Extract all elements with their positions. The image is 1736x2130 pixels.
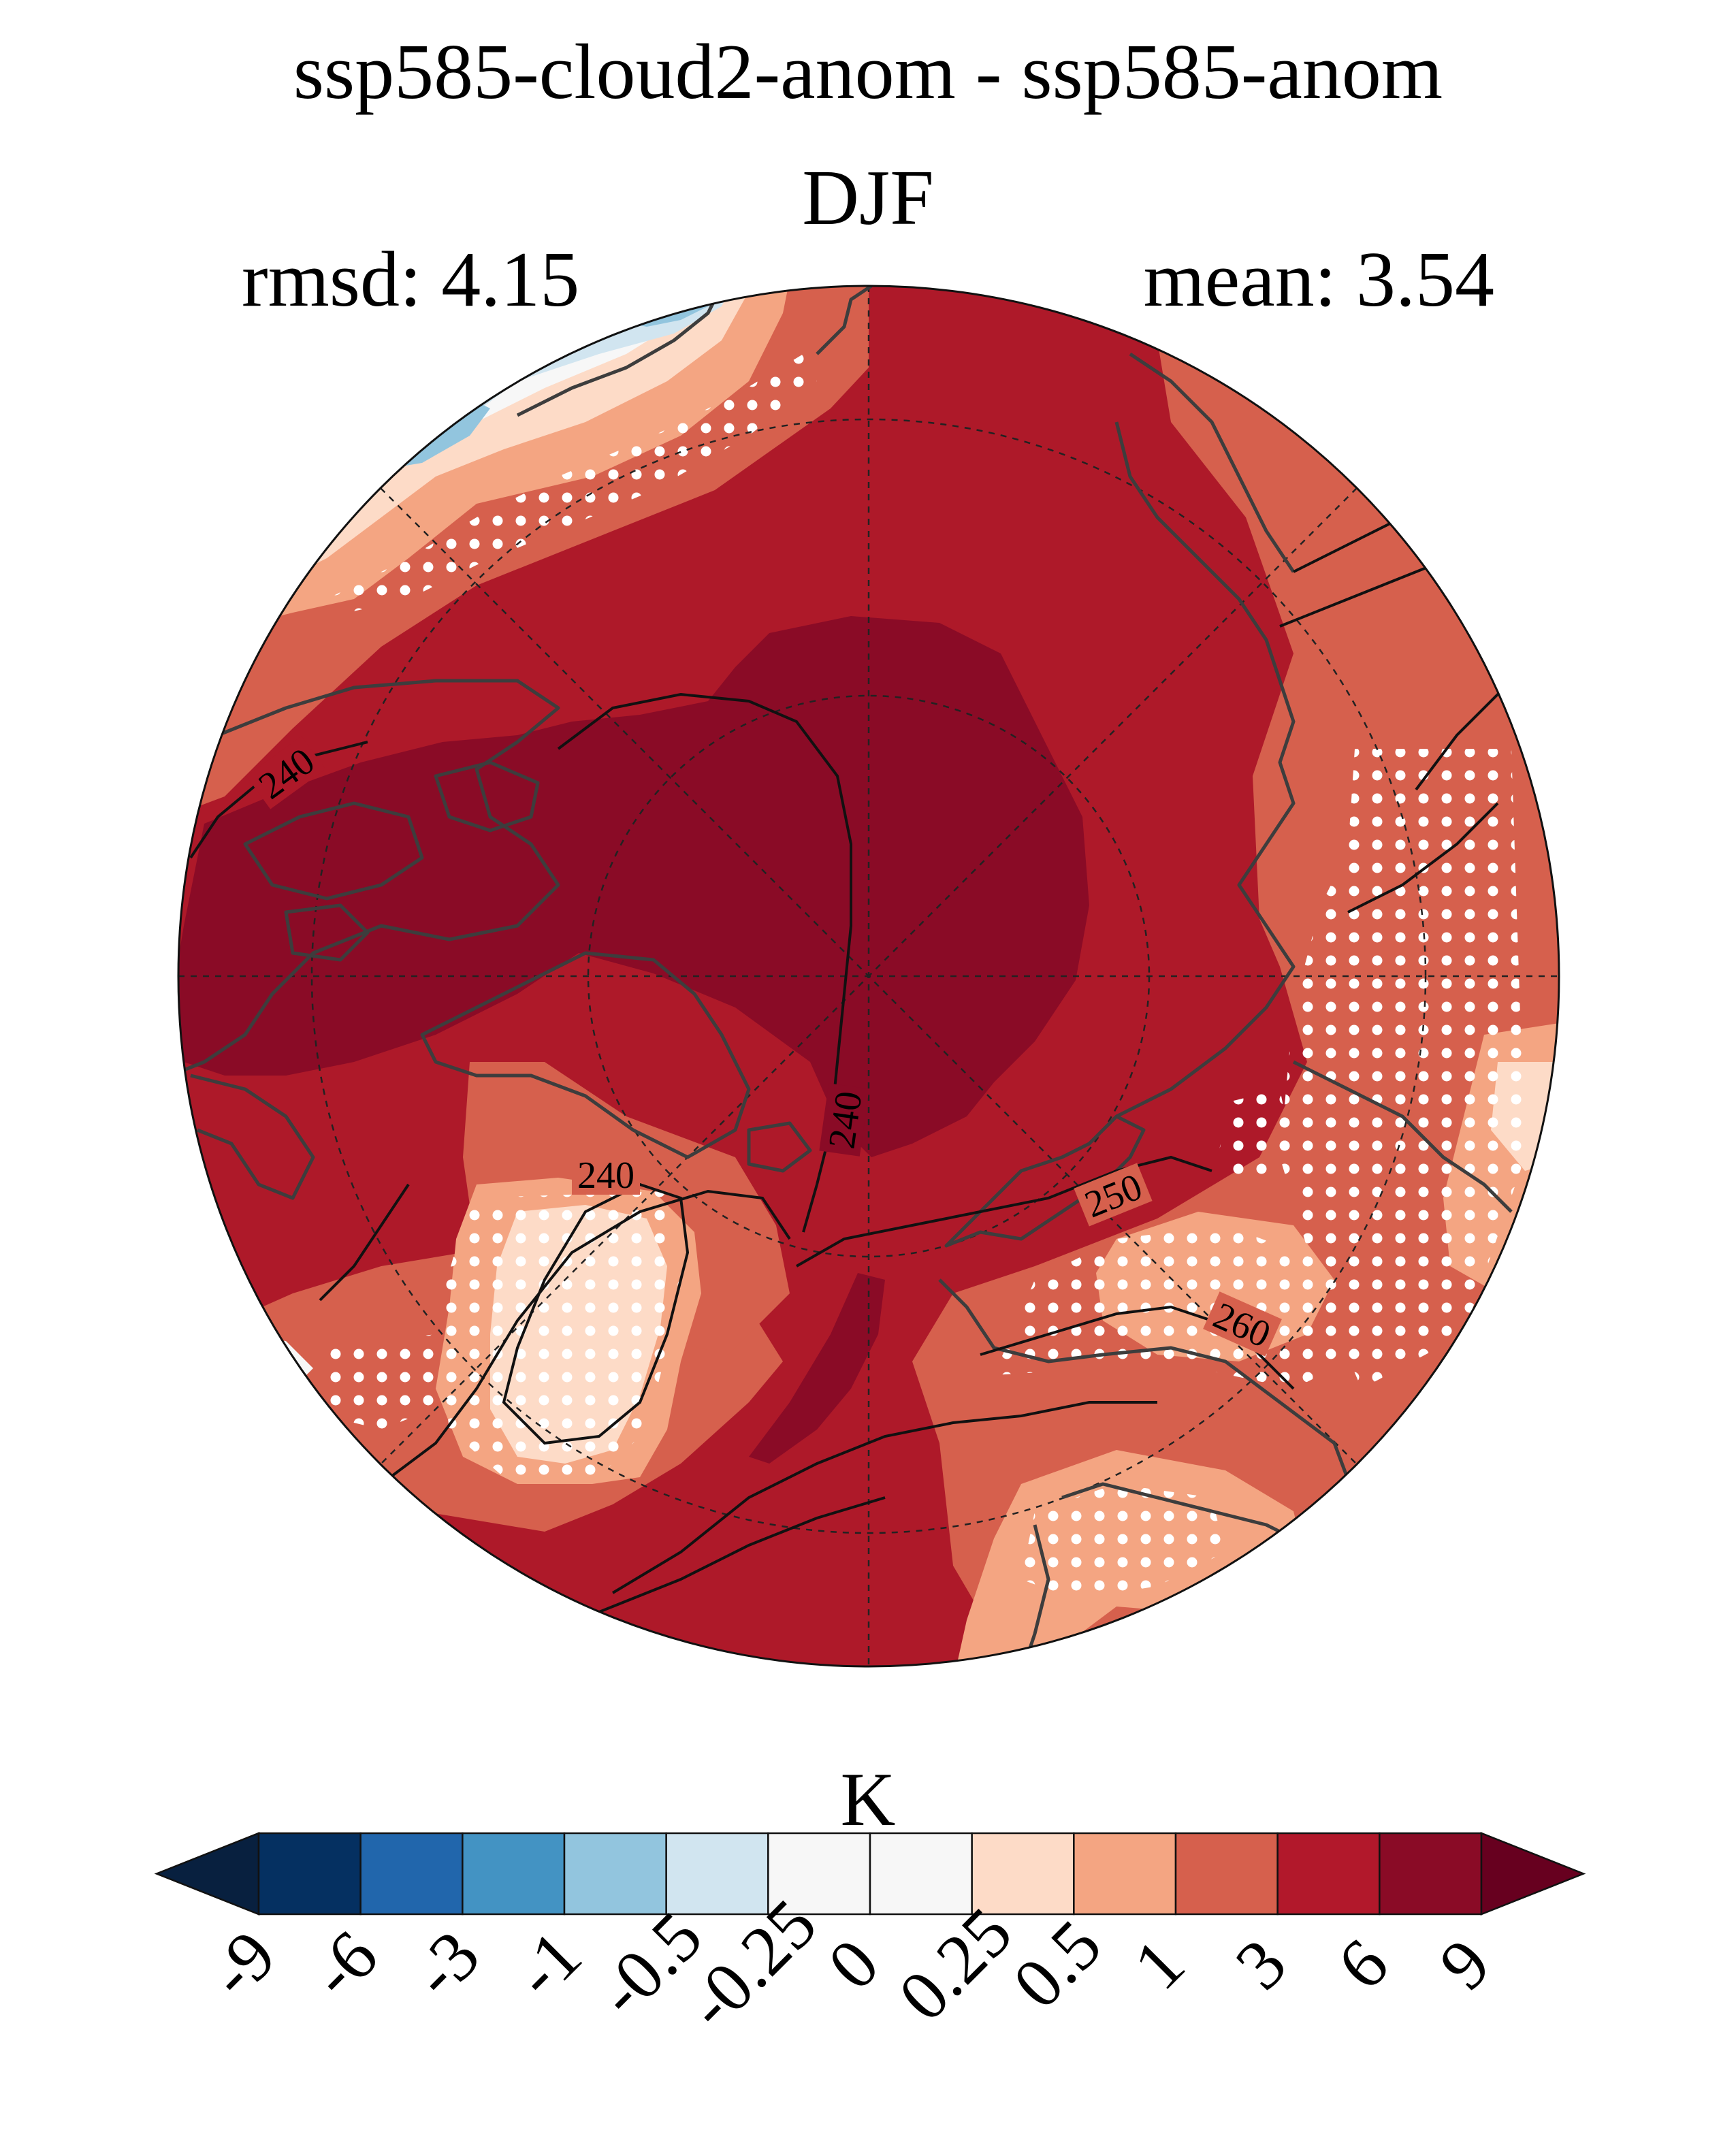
stipple-bottomright: [1021, 1484, 1225, 1600]
coastlines: [178, 286, 1513, 1666]
coast-archipelago-2: [434, 760, 540, 833]
coast-alaska: [516, 286, 724, 417]
rmsd-label: rmsd: 4.15: [242, 236, 580, 323]
contour-250: [796, 1155, 1212, 1268]
coast-scandinavia: [944, 1114, 1146, 1248]
coast-bering: [816, 286, 873, 355]
colorbar-swatch: [1379, 1832, 1483, 1916]
coast-siberia: [1114, 421, 1296, 1118]
colorbar-swatch: [869, 1832, 973, 1916]
map-title: ssp585-cloud2-anom - ssp585-anom: [293, 29, 1443, 116]
stippling: [320, 354, 1525, 1600]
colorbar-swatch: [665, 1832, 769, 1916]
colorbar-tick-label: 0.5: [998, 1905, 1116, 2023]
stipple-europe-left: [436, 1191, 681, 1477]
colorbar-swatch: [359, 1832, 464, 1916]
contour-label-240-c: 240: [577, 1155, 634, 1197]
stipple-asia-east: [1280, 749, 1525, 1389]
contour-270: [611, 1401, 1157, 1594]
coast-greenland: [420, 951, 751, 1159]
stipple-bottomleft: [320, 1334, 449, 1430]
mean-label: mean: 3.54: [1143, 236, 1494, 323]
coast-mediterranean: [1061, 1482, 1322, 1554]
coast-archipelago-3: [284, 903, 370, 962]
stipple-topleft: [327, 354, 817, 613]
colorbar-tick-label: -6: [295, 1916, 393, 2013]
coast-canada: [178, 679, 560, 1078]
colorbar-swatch: [1174, 1832, 1279, 1916]
map-boundary: [177, 285, 1560, 1668]
colorbar-tick-label: 3: [1221, 1924, 1301, 2005]
colorbar-swatch: [563, 1832, 667, 1916]
field-darkest-core: [178, 616, 1089, 1157]
colorbar-swatch: [1073, 1832, 1177, 1916]
stipple-right-lower: [1219, 1089, 1293, 1184]
coast-asia-south: [1292, 1060, 1513, 1213]
graticule: [178, 286, 1559, 1666]
colorbar-unit: K: [840, 1758, 896, 1842]
field-darkest-streak: [749, 1273, 885, 1464]
colorbar-tick-label: 1: [1119, 1924, 1200, 2005]
colorbar-tick-label: 9: [1425, 1924, 1505, 2005]
coast-hudson: [190, 1074, 315, 1200]
colorbar-swatch: [971, 1832, 1075, 1916]
contour-240-outer: [380, 1189, 791, 1485]
colorbar-swatch: [462, 1832, 566, 1916]
colorbar-extend-high: [1480, 1832, 1586, 1916]
colorbar-tick-label: 0: [814, 1924, 894, 2005]
colorbar-swatch: [767, 1832, 871, 1916]
map-field: 240 240 240 240 250 260: [178, 286, 1559, 1666]
colorbar-tick-label: 6: [1323, 1924, 1403, 2005]
contour-left-small: [319, 1183, 410, 1302]
colorbar-swatch: [257, 1832, 361, 1916]
colorbar: [154, 1832, 1586, 1916]
coast-chukotka: [1129, 352, 1296, 573]
season-label: DJF: [802, 155, 934, 242]
coast-iceland: [747, 1121, 812, 1173]
contour-right-4: [1347, 802, 1499, 914]
coast-archipelago-1: [243, 801, 424, 901]
colorbar-tick-label: -9: [193, 1916, 291, 2013]
colorbar-tick-label: -1: [499, 1916, 596, 2013]
colorbar-extend-low: [154, 1832, 260, 1916]
contour-label-240-b: 240: [820, 1088, 870, 1151]
colorbar-swatch: [1276, 1832, 1381, 1916]
colorbar-tick-label: -3: [398, 1916, 495, 2013]
stipple-asia-south: [994, 1225, 1362, 1389]
coast-europe: [938, 1278, 1357, 1540]
